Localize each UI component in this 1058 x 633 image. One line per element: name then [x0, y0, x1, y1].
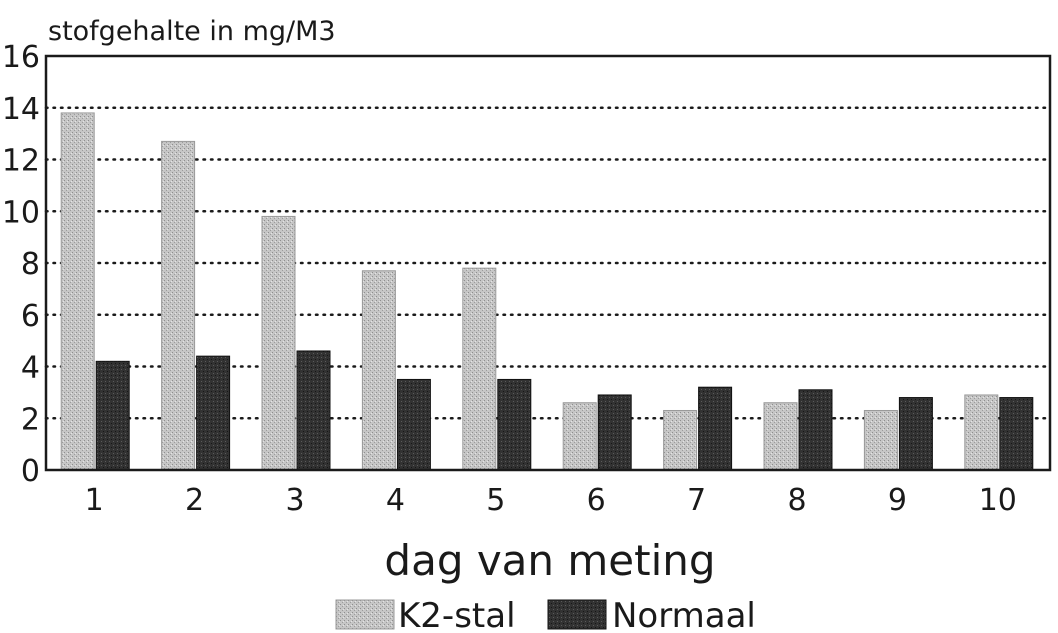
y-tick-label: 12: [2, 144, 40, 179]
x-tick-label: 6: [587, 483, 606, 518]
y-tick-label: 0: [21, 454, 40, 489]
x-tick-label: 2: [185, 483, 204, 518]
y-tick-label: 16: [2, 40, 40, 75]
y-tick-label: 10: [2, 195, 40, 230]
bar-normaal-3: [296, 350, 331, 471]
legend-swatch-k2-stal: [335, 599, 395, 630]
bar-k2-stal-9: [863, 409, 898, 471]
bar-k2-stal-4: [361, 270, 396, 471]
bar-normaal-2: [196, 355, 231, 471]
x-tick-label: 8: [787, 483, 806, 518]
bar-normaal-8: [798, 389, 833, 471]
y-tick-label: 14: [2, 92, 40, 127]
bar-k2-stal-1: [60, 112, 95, 471]
x-axis-title: dag van meting: [384, 536, 715, 585]
x-tick-label: 5: [486, 483, 505, 518]
bar-k2-stal-5: [462, 267, 497, 471]
bar-k2-stal-8: [763, 402, 798, 471]
plot-frame: [44, 54, 1052, 472]
legend-label: K2-stal: [398, 596, 516, 633]
y-tick-label: 4: [21, 351, 40, 386]
y-axis-title: stofgehalte in mg/M3: [48, 16, 336, 47]
x-tick-label: 3: [285, 483, 304, 518]
bar-normaal-7: [698, 386, 733, 471]
x-tick-label: 1: [85, 483, 104, 518]
y-tick-label: 8: [21, 247, 40, 282]
x-tick-label: 7: [687, 483, 706, 518]
bar-k2-stal-3: [261, 215, 296, 471]
bar-normaal-5: [497, 378, 532, 471]
bar-normaal-6: [597, 394, 632, 471]
y-tick-label: 6: [21, 299, 40, 334]
bars-group: [60, 112, 1034, 471]
legend: K2-stal Normaal: [335, 596, 756, 633]
bar-k2-stal-7: [663, 409, 698, 471]
x-tick-labels: 1 2 3 4 5 6 7 8 9 10: [85, 483, 1017, 518]
x-tick-label: 10: [979, 483, 1017, 518]
bar-k2-stal-10: [964, 394, 999, 471]
bar-k2-stal-6: [562, 402, 597, 471]
bar-k2-stal-2: [161, 140, 196, 471]
legend-swatch-normaal: [547, 599, 607, 630]
y-tick-label: 2: [21, 402, 40, 437]
bar-normaal-9: [898, 397, 933, 471]
bar-normaal-10: [999, 397, 1034, 471]
legend-label: Normaal: [612, 596, 756, 633]
x-tick-label: 4: [386, 483, 405, 518]
bar-normaal-4: [396, 378, 431, 471]
y-tick-labels: 0 2 4 6 8 10 12 14 16: [2, 40, 40, 489]
x-tick-label: 9: [888, 483, 907, 518]
bar-normaal-1: [95, 360, 130, 471]
